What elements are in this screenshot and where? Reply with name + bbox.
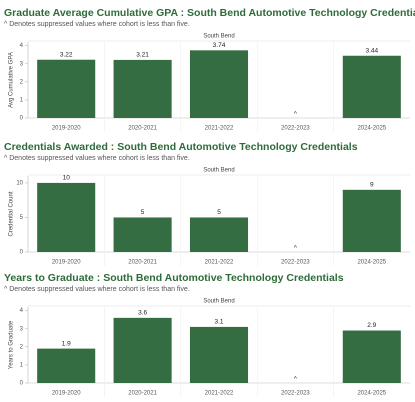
x-tick-label: 2021-2022: [205, 391, 234, 397]
suppressed-marker: ^: [294, 245, 298, 252]
value-label: 3.22: [60, 51, 73, 58]
chart-subtitle: ^ Denotes suppressed values where cohort…: [4, 155, 190, 162]
bar: [342, 330, 401, 383]
chart-panel: Years to Graduate : South Bend Automotiv…: [4, 272, 410, 397]
y-tick-label: 4: [20, 43, 24, 49]
x-tick-label: 2020-2021: [128, 126, 157, 132]
x-tick-label: 2021-2022: [205, 126, 234, 132]
value-label: 5: [217, 209, 221, 216]
value-label: 3.44: [365, 47, 378, 54]
y-axis-label: Years to Graduate: [9, 320, 15, 369]
y-tick-label: 0: [20, 381, 24, 387]
y-tick-label: 3: [20, 61, 24, 67]
value-label: 3.6: [138, 310, 147, 317]
bar: [113, 59, 172, 118]
bar: [189, 326, 249, 383]
value-label: 1.9: [62, 340, 71, 347]
chart-title: Years to Graduate : South Bend Automotiv…: [4, 272, 344, 284]
bar: [113, 217, 172, 252]
y-tick-label: 1: [20, 97, 24, 103]
bar: [37, 182, 96, 252]
value-label: 3.74: [213, 42, 226, 49]
y-tick-label: 4: [20, 308, 24, 314]
x-tick-label: 2019-2020: [52, 391, 81, 397]
bar: [113, 317, 172, 383]
x-tick-label: 2019-2020: [52, 126, 81, 132]
value-label: 5: [141, 209, 145, 216]
value-label: 10: [63, 175, 71, 182]
x-tick-label: 2021-2022: [205, 260, 234, 266]
y-tick-label: 2: [20, 344, 24, 350]
y-tick-label: 0: [20, 250, 24, 256]
chart-panel: Graduate Average Cumulative GPA : South …: [4, 7, 415, 132]
x-tick-label: 2022-2023: [281, 260, 310, 266]
value-label: 3.1: [214, 319, 223, 326]
y-axis-label: Avg Cumulative GPA: [9, 52, 15, 108]
bar: [342, 55, 401, 118]
bar: [189, 50, 249, 119]
y-axis-label: Credential Count: [9, 191, 15, 236]
panel-header: South Bend: [203, 34, 234, 40]
chart-panel: Credentials Awarded : South Bend Automot…: [4, 141, 410, 266]
panel-header: South Bend: [203, 168, 234, 174]
value-label: 3.21: [136, 52, 149, 59]
value-label: 2.9: [367, 322, 376, 329]
x-tick-label: 2022-2023: [281, 391, 310, 397]
y-tick-label: 0: [20, 116, 24, 122]
y-tick-label: 1: [20, 362, 24, 368]
bar: [342, 189, 401, 252]
suppressed-marker: ^: [294, 111, 298, 118]
suppressed-marker: ^: [294, 376, 298, 383]
x-tick-label: 2024-2025: [357, 391, 386, 397]
value-label: 9: [370, 182, 374, 189]
y-tick-label: 3: [20, 326, 24, 332]
bar: [37, 59, 96, 118]
y-tick-label: 2: [20, 79, 24, 85]
x-tick-label: 2022-2023: [281, 126, 310, 132]
x-tick-label: 2019-2020: [52, 260, 81, 266]
bar: [189, 217, 249, 252]
chart-subtitle: ^ Denotes suppressed values where cohort…: [4, 286, 190, 293]
x-tick-label: 2024-2025: [357, 260, 386, 266]
chart-title: Graduate Average Cumulative GPA : South …: [4, 7, 415, 19]
x-tick-label: 2020-2021: [128, 391, 157, 397]
chart-title: Credentials Awarded : South Bend Automot…: [4, 141, 358, 153]
y-tick-label: 10: [16, 180, 23, 186]
panel-header: South Bend: [203, 299, 234, 305]
chart-subtitle: ^ Denotes suppressed values where cohort…: [4, 21, 190, 28]
x-tick-label: 2020-2021: [128, 260, 157, 266]
y-tick-label: 5: [20, 215, 24, 221]
bar: [37, 348, 96, 383]
x-tick-label: 2024-2025: [357, 126, 386, 132]
